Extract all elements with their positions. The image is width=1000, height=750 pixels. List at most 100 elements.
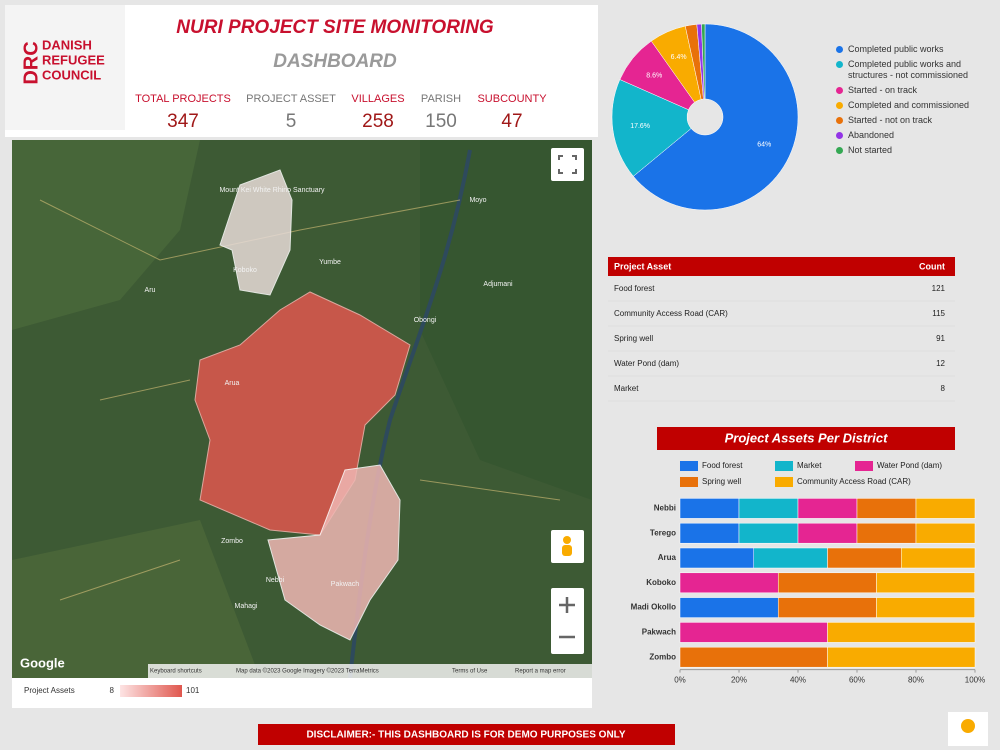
bar-segment	[797, 498, 858, 519]
bar-segment	[679, 498, 740, 519]
map-place: Mahagi	[235, 603, 258, 610]
pie-label: 17.6%	[630, 123, 650, 130]
pie-legend-item: Completed and commissioned	[836, 100, 996, 111]
table-cell: Water Pond (dam)	[614, 359, 679, 368]
table-header	[608, 257, 955, 276]
bar-segment	[679, 547, 754, 569]
map-attribution: Terms of Use	[452, 669, 488, 675]
x-tick-label: 60%	[849, 676, 865, 685]
category-label: Zombo	[649, 652, 676, 661]
map-terrain	[420, 140, 592, 500]
map-terrain	[12, 140, 200, 330]
map-legend-max: 101	[186, 686, 200, 695]
district-koboko	[219, 169, 293, 296]
legend-swatch	[855, 461, 873, 471]
category-label: Koboko	[646, 578, 676, 587]
pie-legend-item: Started - on track	[836, 85, 996, 96]
kpi-value: 347	[167, 111, 199, 132]
legend-swatch	[836, 147, 843, 154]
attribution-bar	[148, 664, 592, 678]
map-place: Nebbi	[266, 577, 285, 584]
map-place: Zombo	[221, 538, 243, 545]
logo-text: REFUGEE	[42, 52, 105, 67]
table-cell: Community Access Road (CAR)	[614, 309, 728, 318]
legend-swatch	[836, 61, 843, 68]
table-cell: Market	[614, 384, 639, 393]
pie-slice	[611, 79, 692, 177]
title: NURI PROJECT SITE MONITORING	[176, 17, 494, 38]
kpi-value: 258	[362, 111, 394, 132]
map-attribution: Report a map error	[515, 669, 566, 675]
map-place: Koboko	[233, 267, 257, 274]
map-place: Aru	[145, 287, 156, 294]
disclaimer: DISCLAIMER:- THIS DASHBOARD IS FOR DEMO …	[306, 730, 625, 741]
legend-label: Started - on track	[848, 85, 918, 95]
legend-label: Not started	[848, 145, 893, 155]
legend-label: Completed and commissioned	[848, 100, 970, 110]
fullscreen-button[interactable]	[551, 148, 584, 181]
map-place: Adjumani	[483, 281, 513, 288]
x-tick-label: 40%	[790, 676, 806, 685]
legend-label: Completed public works	[848, 44, 944, 54]
legend-label: Market	[797, 461, 822, 470]
zoom-in[interactable]	[559, 597, 575, 613]
map-place: Pakwach	[331, 581, 360, 588]
bar-segment	[827, 622, 976, 643]
bar-segment	[679, 622, 828, 643]
pie-slice	[701, 23, 706, 100]
legend-swatch	[775, 477, 793, 487]
bar-segment	[797, 522, 858, 544]
map-place: Mount Kei White Rhino Sanctuary	[219, 187, 325, 194]
map-place: Yumbe	[319, 259, 341, 266]
pie-legend-item: Abandoned	[836, 130, 996, 141]
kpi-label: TOTAL PROJECTS	[135, 93, 231, 105]
category-label: Pakwach	[642, 628, 676, 637]
map-place: Moyo	[469, 197, 486, 204]
pie-label: 6.4%	[671, 54, 687, 61]
legend-swatch	[836, 102, 843, 109]
bar-segment	[901, 547, 976, 569]
legend-swatch	[836, 46, 843, 53]
pie-legend-item: Started - not on track	[836, 115, 996, 126]
x-tick-label: 0%	[674, 676, 686, 685]
bar-segment	[738, 522, 799, 544]
legend-label: Water Pond (dam)	[877, 461, 942, 470]
bar-segment	[827, 646, 976, 668]
table-cell: Spring well	[614, 334, 653, 343]
table-cell: 12	[936, 359, 945, 368]
table-cell: 115	[932, 309, 945, 318]
table-cell: Food forest	[614, 284, 655, 293]
table-column: Project Asset	[614, 261, 671, 271]
map-legend-min: 8	[110, 686, 115, 695]
bar-segment	[827, 547, 902, 569]
x-tick-label: 20%	[731, 676, 747, 685]
map-attribution: Keyboard shortcuts	[150, 669, 202, 675]
map-legend-title: Project Assets	[24, 686, 75, 695]
bar-segment	[738, 498, 799, 519]
pie-label: 8.6%	[646, 72, 662, 79]
bar-segment	[876, 597, 975, 618]
bar-segment	[753, 547, 828, 569]
table-cell: 121	[932, 284, 946, 293]
category-label: Arua	[658, 553, 677, 562]
logo-text: COUNCIL	[42, 67, 101, 82]
legend-swatch	[775, 461, 793, 471]
legend-label: Abandoned	[848, 130, 895, 140]
pie-legend-item: Completed public works and structures - …	[836, 59, 996, 81]
logo-mark: DRC	[20, 41, 42, 84]
legend-label: Started - not on track	[848, 115, 933, 125]
legend-swatch	[836, 117, 843, 124]
bar-segment	[777, 597, 877, 618]
legend-label: Spring well	[702, 477, 741, 486]
table-cell: 8	[941, 384, 946, 393]
map-legend-panel	[12, 678, 592, 708]
bar-segment	[679, 522, 740, 544]
bar-segment	[777, 572, 877, 594]
pie-legend-item: Completed public works	[836, 44, 996, 55]
legend-swatch	[680, 477, 698, 487]
category-label: Nebbi	[654, 504, 676, 513]
map-place: Obongi	[414, 317, 437, 324]
table-column[interactable]: Count	[919, 261, 945, 271]
